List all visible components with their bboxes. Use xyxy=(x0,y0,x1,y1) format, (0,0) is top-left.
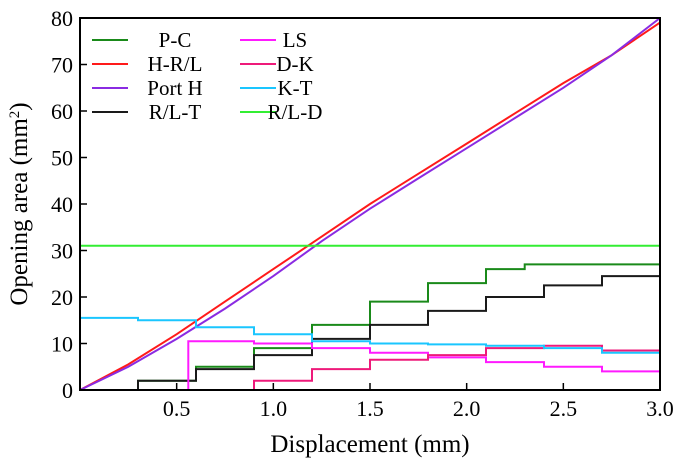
y-axis: 0 10 20 30 40 50 60 70 80 xyxy=(51,6,87,403)
series-line-5 xyxy=(80,344,661,391)
y-tick-label: 30 xyxy=(51,239,73,264)
plot-lines xyxy=(79,17,661,391)
y-tick-label: 20 xyxy=(51,285,73,310)
legend-label-0: P-C xyxy=(159,28,192,52)
legend-label-2: Port H xyxy=(147,76,202,100)
x-axis-title: Displacement (mm) xyxy=(270,431,469,458)
y-tick-label: 40 xyxy=(51,192,73,217)
series-line-1 xyxy=(79,21,661,391)
legend-label-4: LS xyxy=(283,28,308,52)
y-axis-title-main: Opening area (mm xyxy=(6,118,33,306)
series-line-2 xyxy=(79,17,661,391)
y-tick-label: 50 xyxy=(51,146,73,171)
y-tick-label: 80 xyxy=(51,6,73,31)
y-axis-title-tail: ) xyxy=(6,102,33,110)
series-line-6 xyxy=(80,316,661,360)
y-tick-label: 10 xyxy=(51,332,73,357)
y-tick-label: 70 xyxy=(51,53,73,78)
y-axis-title: Opening area (mm2) xyxy=(6,102,33,305)
x-tick-label: 0.5 xyxy=(163,396,191,421)
series-line-4 xyxy=(80,340,661,391)
legend-label-3: R/L-T xyxy=(149,100,202,124)
y-axis-title-superscript: 2 xyxy=(7,111,23,119)
x-tick-label: 3.0 xyxy=(646,396,674,421)
legend-label-6: K-T xyxy=(278,76,313,100)
legend-label-7: R/L-D xyxy=(268,100,323,124)
y-tick-label: 60 xyxy=(51,99,73,124)
x-tick-label: 2.5 xyxy=(550,396,578,421)
legend-label-1: H-R/L xyxy=(148,52,203,76)
x-tick-label: 2.0 xyxy=(453,396,481,421)
y-tick-label: 0 xyxy=(62,378,73,403)
series-line-3 xyxy=(80,266,661,391)
legend-label-5: D-K xyxy=(276,52,313,76)
x-tick-label: 1.0 xyxy=(260,396,288,421)
x-tick-label: 1.5 xyxy=(356,396,384,421)
x-axis: 0.5 1.0 1.5 2.0 2.5 3.0 xyxy=(163,383,674,421)
